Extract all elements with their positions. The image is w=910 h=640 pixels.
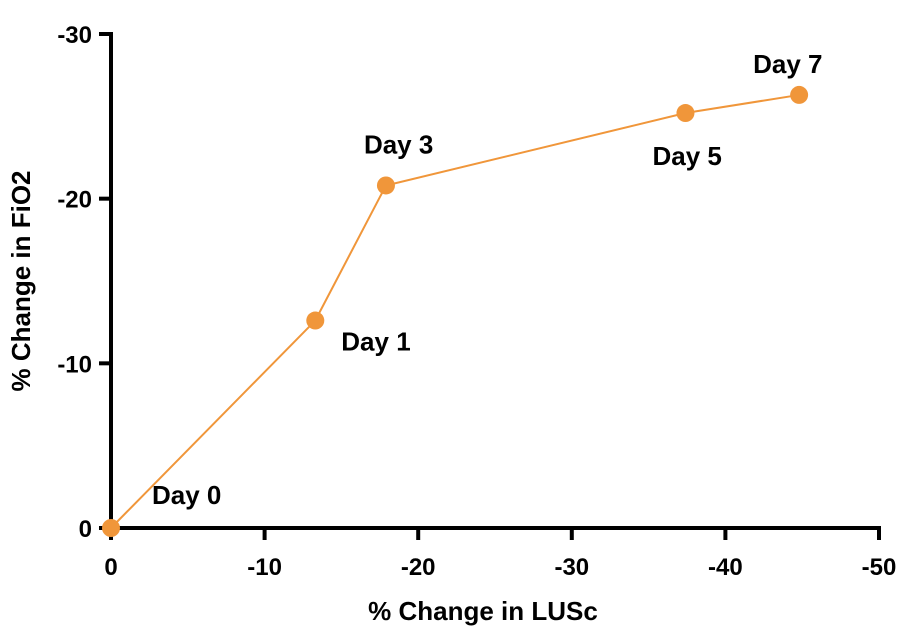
x-tick-label: -10	[247, 554, 282, 581]
data-point	[306, 311, 325, 330]
point-label: Day 1	[341, 327, 410, 357]
y-tick-label: -10	[57, 351, 92, 378]
x-tick-label: -40	[708, 554, 743, 581]
point-label: Day 0	[152, 480, 221, 510]
data-point	[376, 176, 395, 195]
point-label: Day 3	[364, 129, 433, 159]
data-points	[102, 85, 809, 537]
axes	[109, 32, 881, 530]
x-tick-label: -20	[401, 554, 436, 581]
x-tick-label: -50	[862, 554, 897, 581]
x-tick-label: 0	[104, 554, 117, 581]
y-tick-label: 0	[79, 516, 92, 543]
point-label: Day 5	[652, 141, 721, 171]
data-point	[790, 85, 809, 104]
point-labels: Day 0 Day 1 Day 3 Day 5 Day 7	[152, 49, 823, 510]
x-axis-title: % Change in LUSc	[368, 596, 598, 626]
data-point	[102, 519, 120, 537]
y-axis-title: % Change in FiO2	[6, 170, 36, 391]
axis-ticks: 0 -10 -20 -30 -40 -50 0 -10 -20 -30	[57, 22, 896, 581]
x-tick-label: -30	[554, 554, 589, 581]
y-tick-label: -30	[57, 22, 92, 49]
data-point	[676, 104, 695, 123]
y-tick-label: -20	[57, 187, 92, 214]
point-label: Day 7	[753, 49, 822, 79]
